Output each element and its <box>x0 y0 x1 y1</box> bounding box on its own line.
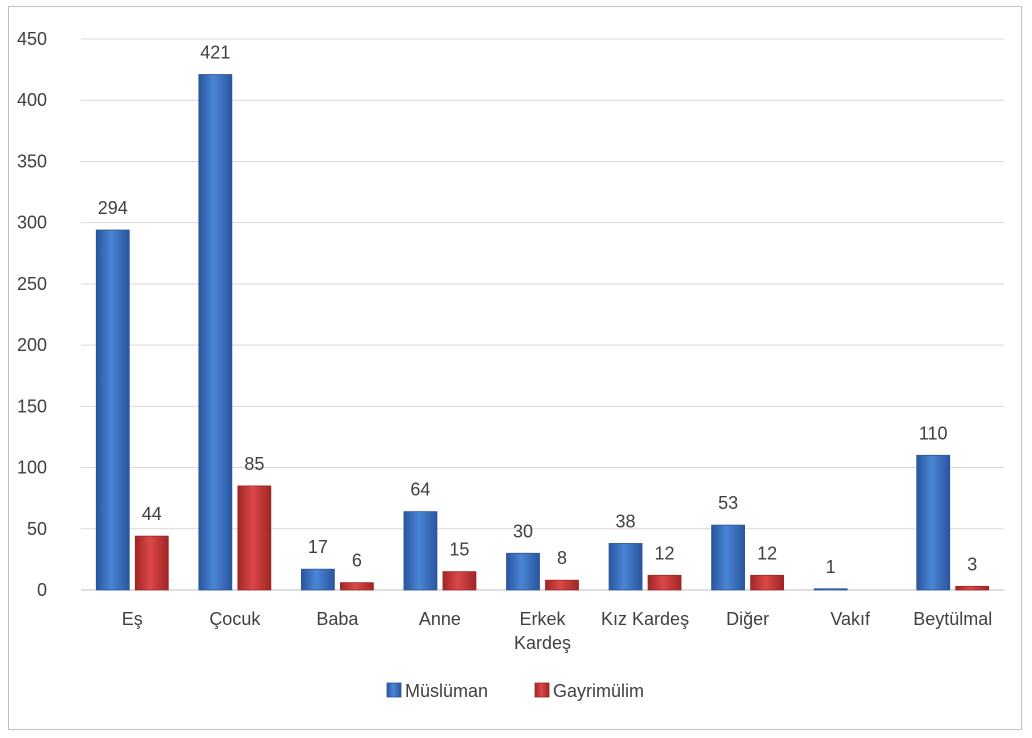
y-tick-label: 400 <box>17 90 47 110</box>
bar-muslim <box>198 74 233 591</box>
data-label: 15 <box>449 540 469 560</box>
y-tick-label: 450 <box>17 29 47 49</box>
legend-label: Müslüman <box>405 681 488 701</box>
bar-non-muslim <box>955 585 990 591</box>
x-tick-label: Eş <box>122 609 143 629</box>
bar-muslim <box>711 524 746 591</box>
data-label: 30 <box>513 521 533 541</box>
bar-non-muslim <box>339 582 374 591</box>
x-tick-label: Kardeş <box>514 633 571 653</box>
x-tick-label: Beytülmal <box>913 609 992 629</box>
x-tick-label: Baba <box>316 609 359 629</box>
data-label: 3 <box>967 554 977 574</box>
y-tick-label: 100 <box>17 458 47 478</box>
data-label: 294 <box>98 198 128 218</box>
data-label: 1 <box>826 557 836 577</box>
data-label: 8 <box>557 548 567 568</box>
legend-label: Gayrimülim <box>553 681 644 701</box>
y-axis: 0 50 100 150 200 250 300 350 400 450 <box>17 29 47 600</box>
x-tick-label: Erkek <box>519 609 566 629</box>
data-label: 12 <box>655 543 675 563</box>
data-label: 12 <box>757 543 777 563</box>
data-label: 44 <box>142 504 162 524</box>
data-label: 53 <box>718 493 738 513</box>
legend: Müslüman Gayrimülim <box>386 681 644 701</box>
x-tick-label: Anne <box>419 609 461 629</box>
legend-swatch <box>386 682 402 698</box>
x-tick-label: Diğer <box>726 609 769 629</box>
data-label: 17 <box>308 537 328 557</box>
data-label: 85 <box>244 454 264 474</box>
grid-layer <box>81 38 1004 591</box>
y-tick-label: 300 <box>17 213 47 233</box>
data-label: 6 <box>352 551 362 571</box>
y-tick-label: 350 <box>17 151 47 171</box>
y-tick-label: 200 <box>17 335 47 355</box>
bar-non-muslim <box>237 485 272 591</box>
bar-muslim <box>916 454 951 591</box>
y-tick-label: 150 <box>17 396 47 416</box>
data-label: 38 <box>616 511 636 531</box>
bars <box>95 74 990 591</box>
bar-muslim <box>813 588 848 591</box>
bar-non-muslim <box>750 574 785 591</box>
chart-frame: 0 50 100 150 200 250 300 350 400 450 294 44 421 85 17… <box>8 6 1022 730</box>
x-tick-label: Kız Kardeş <box>601 609 689 629</box>
bar-muslim <box>95 229 130 591</box>
y-tick-label: 50 <box>27 519 47 539</box>
legend-swatch <box>534 682 550 698</box>
y-tick-label: 250 <box>17 274 47 294</box>
bar-non-muslim <box>647 574 682 591</box>
bar-non-muslim <box>442 571 477 591</box>
bar-non-muslim <box>134 535 169 591</box>
bar-muslim <box>300 568 335 591</box>
x-tick-label: Çocuk <box>209 609 261 629</box>
x-axis: Eş Çocuk Baba Anne Erkek Kardeş Kız Kardeş Diğe… <box>122 609 992 653</box>
data-label: 110 <box>919 423 948 443</box>
bar-muslim <box>403 511 438 591</box>
bar-non-muslim <box>545 579 579 591</box>
bar-muslim <box>608 543 643 591</box>
bar-chart: 0 50 100 150 200 250 300 350 400 450 294 44 421 85 17… <box>17 29 1004 701</box>
data-labels: 294 44 421 85 17 6 64 15 30 8 38 12 53 12 1 110 3 <box>98 43 977 577</box>
data-label: 64 <box>410 480 430 500</box>
bar-muslim <box>506 552 540 591</box>
x-tick-label: Vakıf <box>830 609 871 629</box>
data-label: 421 <box>200 43 230 63</box>
y-tick-label: 0 <box>37 580 47 600</box>
